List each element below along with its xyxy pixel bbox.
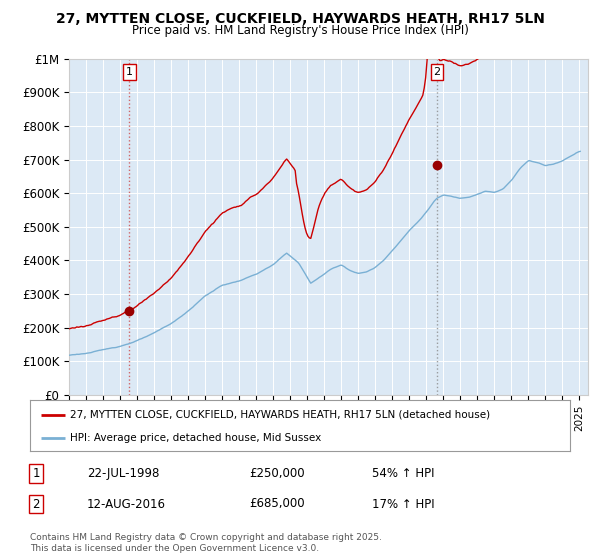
Text: 1: 1 <box>32 466 40 480</box>
Text: 27, MYTTEN CLOSE, CUCKFIELD, HAYWARDS HEATH, RH17 5LN: 27, MYTTEN CLOSE, CUCKFIELD, HAYWARDS HE… <box>56 12 544 26</box>
Text: 54% ↑ HPI: 54% ↑ HPI <box>372 466 434 480</box>
Text: 12-AUG-2016: 12-AUG-2016 <box>87 497 166 511</box>
Text: 2: 2 <box>433 67 440 77</box>
Text: 22-JUL-1998: 22-JUL-1998 <box>87 466 160 480</box>
Text: 17% ↑ HPI: 17% ↑ HPI <box>372 497 434 511</box>
Text: 27, MYTTEN CLOSE, CUCKFIELD, HAYWARDS HEATH, RH17 5LN (detached house): 27, MYTTEN CLOSE, CUCKFIELD, HAYWARDS HE… <box>71 409 491 419</box>
Text: 1: 1 <box>126 67 133 77</box>
Text: HPI: Average price, detached house, Mid Sussex: HPI: Average price, detached house, Mid … <box>71 433 322 443</box>
Text: 2: 2 <box>32 497 40 511</box>
Text: £250,000: £250,000 <box>249 466 305 480</box>
Text: Contains HM Land Registry data © Crown copyright and database right 2025.
This d: Contains HM Land Registry data © Crown c… <box>30 533 382 553</box>
Text: Price paid vs. HM Land Registry's House Price Index (HPI): Price paid vs. HM Land Registry's House … <box>131 24 469 36</box>
Text: £685,000: £685,000 <box>249 497 305 511</box>
